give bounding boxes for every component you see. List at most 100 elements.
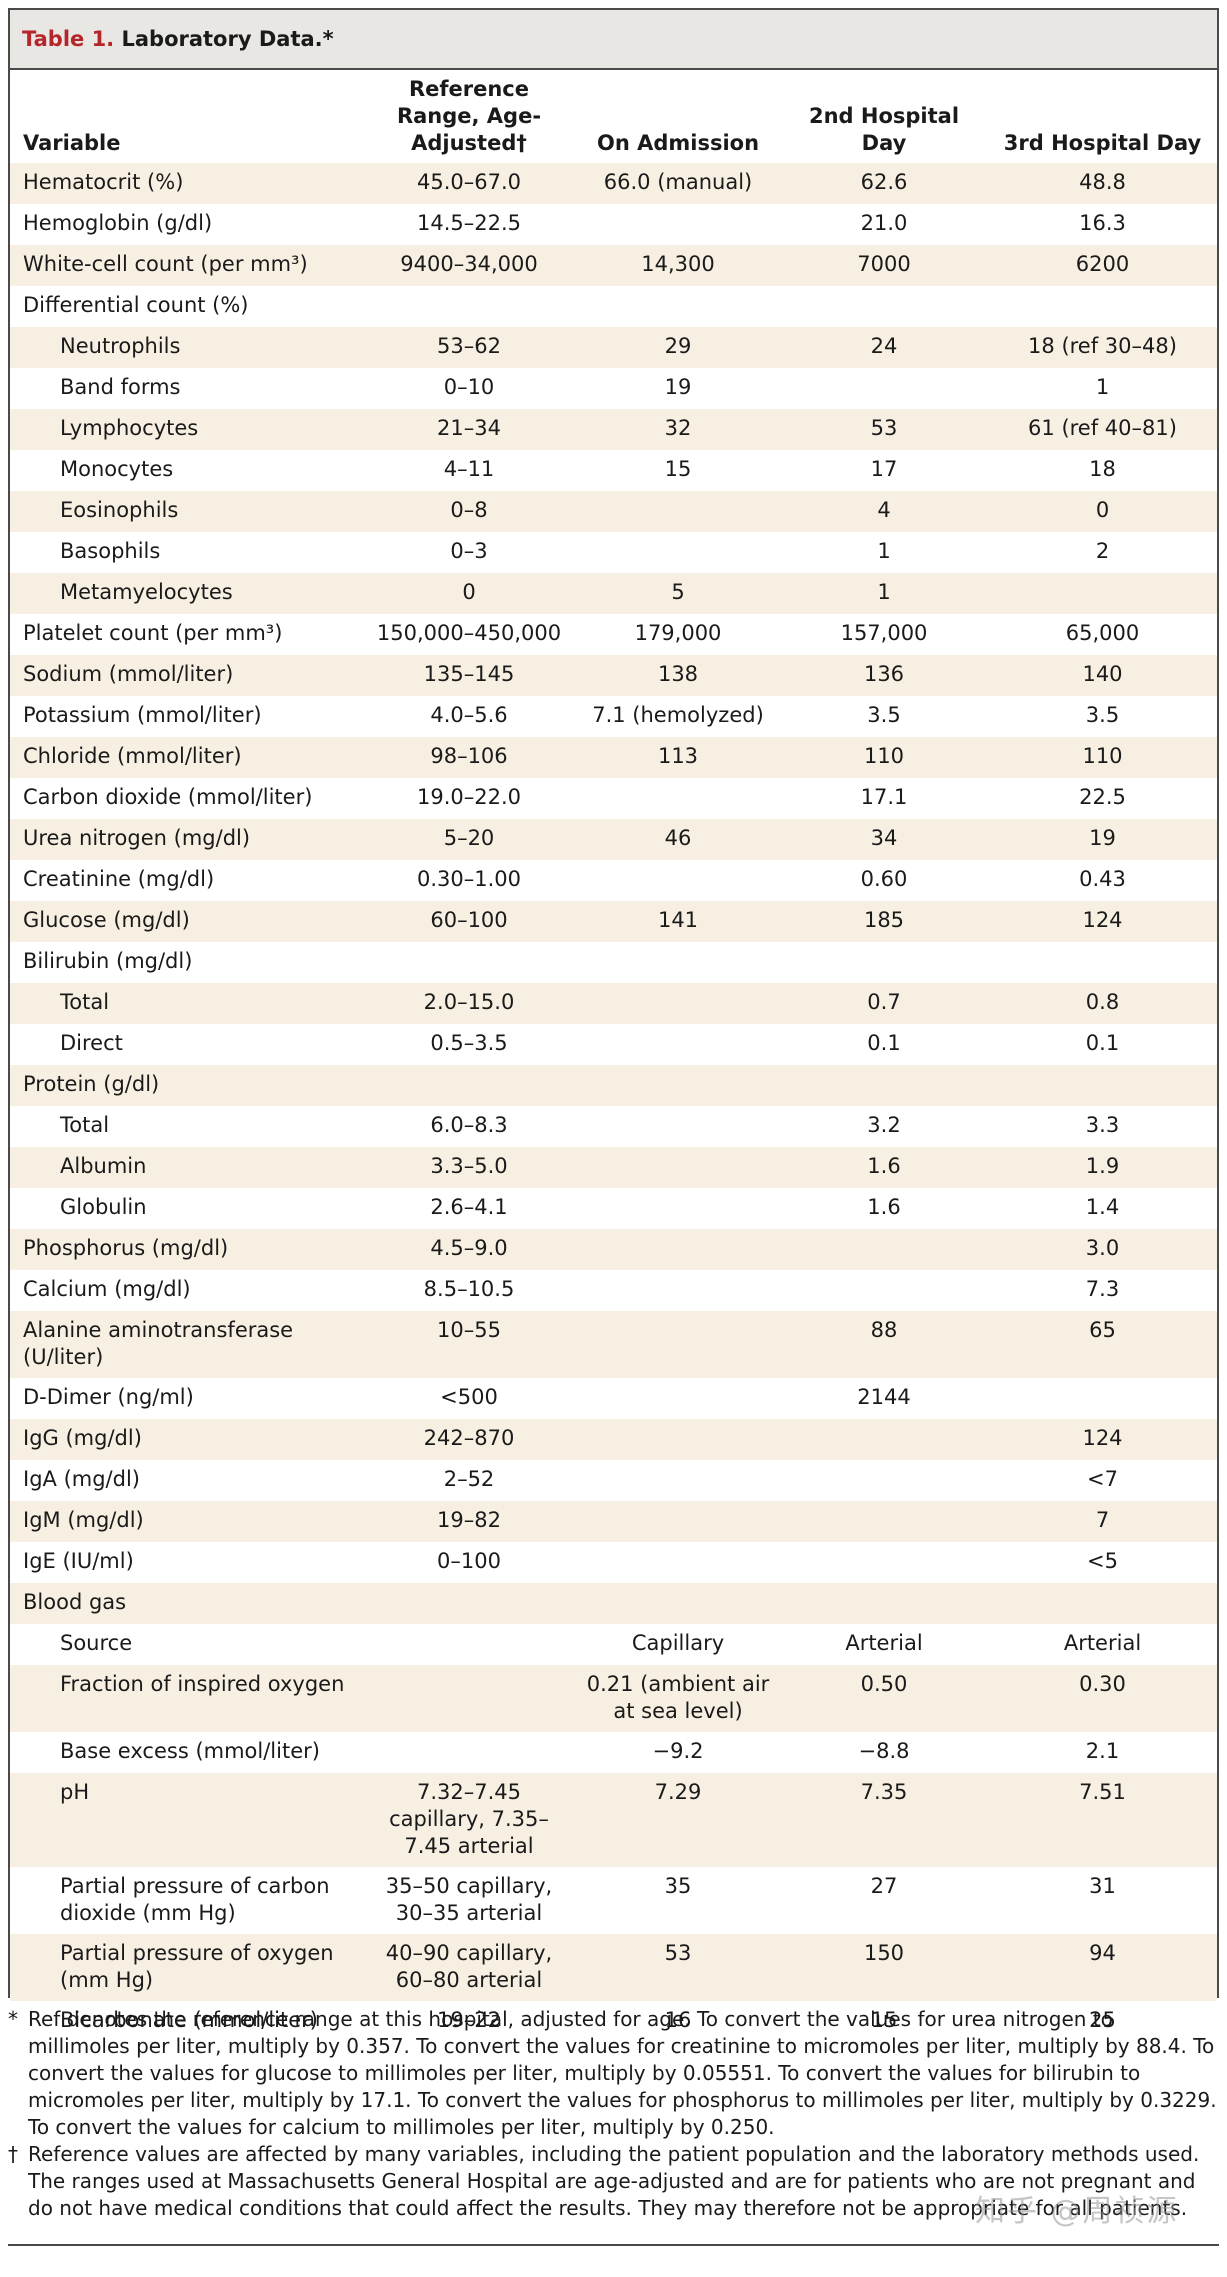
lab-table-frame: Table 1. Laboratory Data.* Variable Refe… xyxy=(8,8,1219,2032)
variable-cell: Sodium (mmol/liter) xyxy=(10,655,362,696)
table-row: Partial pressure of oxygen (mm Hg) 40–90 … xyxy=(10,1934,1217,2001)
table-row: Chloride (mmol/liter) 98–106 113 110 110 xyxy=(10,737,1217,778)
variable-cell: Carbon dioxide (mmol/liter) xyxy=(23,785,313,809)
reference-cell: 8.5–10.5 xyxy=(423,1277,515,1301)
table-row: Lymphocytes 21–34 32 53 61 (ref 40–81) xyxy=(10,409,1217,450)
day2-cell: 3.5 xyxy=(867,703,901,727)
day2-cell xyxy=(780,1419,988,1460)
day3-cell: 1 xyxy=(1095,375,1110,399)
admission-cell xyxy=(576,942,780,983)
variable-cell: Chloride (mmol/liter) xyxy=(10,737,362,778)
variable-cell: Bilirubin (mg/dl) xyxy=(23,949,193,973)
variable-cell: D-Dimer (ng/ml) xyxy=(23,1385,194,1409)
table-row: Albumin 3.3–5.0 1.6 1.9 xyxy=(10,1147,1217,1188)
reference-cell: 19–82 xyxy=(362,1501,576,1542)
reference-cell: <500 xyxy=(440,1385,498,1409)
day3-cell: 22.5 xyxy=(1079,785,1126,809)
table-row: White-cell count (per mm³) 9400–34,000 14,… xyxy=(10,245,1217,286)
table-row: Base excess (mmol/liter) −9.2 −8.8 2.1 xyxy=(10,1732,1217,1773)
day2-cell: 2144 xyxy=(857,1385,911,1409)
table-row: Metamyelocytes 0 5 1 xyxy=(10,573,1217,614)
day3-cell xyxy=(988,286,1217,327)
admission-cell xyxy=(576,491,780,532)
admission-cell xyxy=(576,1229,780,1270)
day2-cell xyxy=(780,1501,988,1542)
table-row: Total 6.0–8.3 3.2 3.3 xyxy=(10,1106,1217,1147)
day2-cell xyxy=(780,286,988,327)
variable-cell: Band forms xyxy=(60,375,181,399)
variable-cell: Base excess (mmol/liter) xyxy=(60,1739,320,1763)
day2-cell xyxy=(780,1065,988,1106)
footnotes: * Ref denotes the reference range at thi… xyxy=(8,2006,1219,2222)
footnote-mark: † xyxy=(8,2142,18,2166)
reference-cell: 60–100 xyxy=(362,901,576,942)
admission-cell: 46 xyxy=(576,819,780,860)
header-on-admission: On Admission xyxy=(596,131,760,155)
table-row: Blood gas xyxy=(10,1583,1217,1624)
header-day-2: 2nd Hospital Day xyxy=(808,104,960,155)
day2-cell: 0.60 xyxy=(860,867,908,891)
day2-cell: 62.6 xyxy=(780,163,988,204)
admission-cell: 29 xyxy=(576,327,780,368)
admission-cell: Capillary xyxy=(631,1631,725,1655)
table-row: Hematocrit (%) 45.0–67.0 66.0 (manual) 62.6… xyxy=(10,163,1217,204)
reference-cell: 9400–34,000 xyxy=(362,245,576,286)
day2-cell: 1.6 xyxy=(780,1147,988,1188)
variable-cell: IgA (mg/dl) xyxy=(23,1467,140,1491)
table-row: Differential count (%) xyxy=(10,286,1217,327)
reference-cell: 5–20 xyxy=(362,819,576,860)
table-row: Calcium (mg/dl) 8.5–10.5 7.3 xyxy=(10,1270,1217,1311)
day2-cell: 88 xyxy=(780,1311,988,1378)
table-row: IgE (IU/ml) 0–100 <5 xyxy=(10,1542,1217,1583)
table-row: Platelet count (per mm³) 150,000–450,000 1… xyxy=(10,614,1217,655)
table-row: Direct 0.5–3.5 0.1 0.1 xyxy=(10,1024,1217,1065)
day3-cell: 0 xyxy=(988,491,1217,532)
table-row: D-Dimer (ng/ml) <500 2144 xyxy=(10,1378,1217,1419)
day3-cell: 61 (ref 40–81) xyxy=(988,409,1217,450)
variable-cell: Globulin xyxy=(60,1195,147,1219)
day2-cell: 0.1 xyxy=(867,1031,901,1055)
day2-cell: 136 xyxy=(780,655,988,696)
reference-cell: 0 xyxy=(362,573,576,614)
table-row: Monocytes 4–11 15 17 18 xyxy=(10,450,1217,491)
variable-cell: Total xyxy=(60,1113,110,1137)
table-row: Fraction of inspired oxygen 0.21 (ambient… xyxy=(10,1665,1217,1732)
reference-cell: 53–62 xyxy=(362,327,576,368)
admission-cell: 138 xyxy=(576,655,780,696)
reference-cell: 0.5–3.5 xyxy=(430,1031,508,1055)
day2-cell: −8.8 xyxy=(858,1739,910,1763)
day3-cell: 19 xyxy=(988,819,1217,860)
day2-cell: 53 xyxy=(780,409,988,450)
footnote-asterisk: * Ref denotes the reference range at thi… xyxy=(8,2006,1219,2141)
variable-cell: Lymphocytes xyxy=(10,409,362,450)
reference-cell: 10–55 xyxy=(362,1311,576,1378)
reference-cell: 45.0–67.0 xyxy=(362,163,576,204)
admission-cell: 7.1 (hemolyzed) xyxy=(592,703,764,727)
day3-cell: 25 xyxy=(1089,2008,1116,2032)
day2-cell xyxy=(780,1270,988,1311)
variable-cell: Bicarbonate (mmol/liter) xyxy=(60,2008,318,2032)
day2-cell: 0.50 xyxy=(780,1665,988,1732)
reference-cell: 0–10 xyxy=(443,375,495,399)
day3-cell: 48.8 xyxy=(988,163,1217,204)
admission-cell xyxy=(576,1583,780,1624)
day2-cell: 7.35 xyxy=(780,1773,988,1867)
admission-cell xyxy=(576,532,780,573)
day2-cell: 1 xyxy=(780,573,988,614)
admission-cell: 66.0 (manual) xyxy=(576,163,780,204)
day3-cell: 94 xyxy=(988,1934,1217,2001)
variable-cell: Direct xyxy=(60,1031,123,1055)
variable-cell: Partial pressure of oxygen (mm Hg) xyxy=(10,1934,362,2001)
reference-cell: 98–106 xyxy=(362,737,576,778)
variable-cell: Phosphorus (mg/dl) xyxy=(10,1229,362,1270)
day3-cell: <7 xyxy=(1087,1467,1118,1491)
variable-cell: Calcium (mg/dl) xyxy=(23,1277,191,1301)
admission-cell xyxy=(576,204,780,245)
reference-cell: 2–52 xyxy=(443,1467,495,1491)
admission-cell xyxy=(576,1542,780,1583)
admission-cell xyxy=(576,1188,780,1229)
reference-cell xyxy=(362,1624,576,1665)
reference-cell: 0.30–1.00 xyxy=(416,867,521,891)
bottom-rule xyxy=(8,2244,1219,2246)
table-row: Neutrophils 53–62 29 24 18 (ref 30–48) xyxy=(10,327,1217,368)
